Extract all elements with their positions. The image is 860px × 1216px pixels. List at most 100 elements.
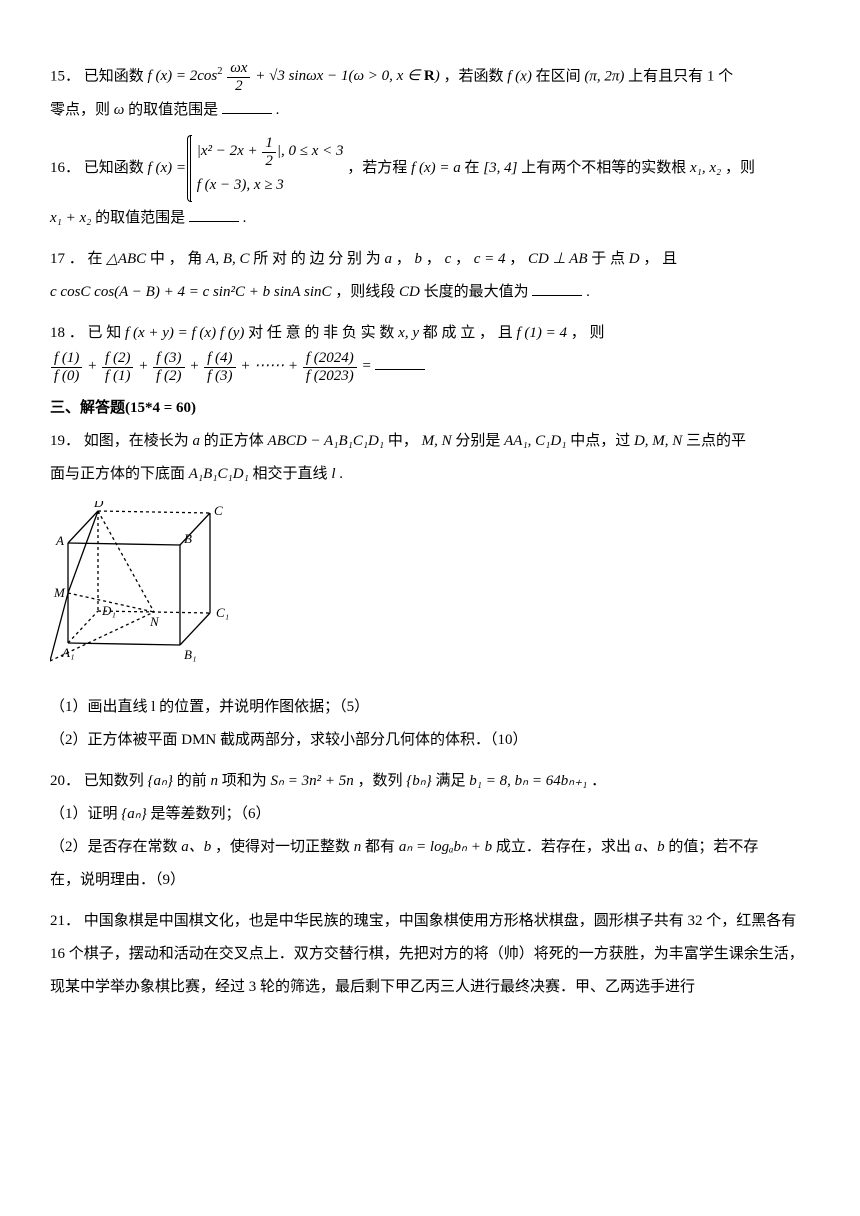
- frac-last: f (2024)f (2023): [303, 350, 357, 384]
- cube-svg: D C A B D₁ C₁ A₁ B₁ M N: [50, 501, 230, 671]
- text: 在: [465, 160, 484, 176]
- svg-text:D₁: D₁: [101, 603, 116, 618]
- answer-blank: [375, 353, 425, 371]
- problem-number: 17 ．: [50, 251, 84, 267]
- text: 已知数列: [84, 773, 148, 789]
- equation: c cosC cos(A − B) + 4 = c sin²C + b sinA…: [50, 284, 332, 300]
- roots: x₁, x₂: [690, 160, 721, 176]
- interval: [3, 4]: [483, 160, 517, 176]
- problem-number: 15．: [50, 68, 80, 84]
- problem-19: 19． 如图，在棱长为 a 的正方体 ABCD − A₁B₁C₁D₁ 中， M,…: [50, 425, 810, 757]
- text: 的取值范围是: [95, 210, 185, 226]
- svg-text:C₁: C₁: [216, 605, 229, 620]
- svg-text:A: A: [55, 533, 64, 548]
- text: 面与正方体的下底面: [50, 466, 189, 482]
- problem-number: 18 ．: [50, 325, 84, 341]
- problem-15: 15． 已知函数 f (x) = 2cos2 ωx 2 + √3 sinωx −…: [50, 60, 810, 127]
- triangle: △ABC: [106, 251, 146, 267]
- text: 分别是: [455, 433, 504, 449]
- answer-blank: [222, 97, 272, 115]
- text: ， 且: [643, 251, 677, 267]
- problem-18: 18 ． 已 知 f (x + y) = f (x) f (y) 对 任 意 的…: [50, 317, 810, 384]
- branch-1: |x² − 2x + 12|, 0 ≤ x < 3: [197, 143, 344, 159]
- text: ， 则: [571, 325, 605, 341]
- text: 上有且只有 1 个: [628, 68, 733, 84]
- sn: Sₙ = 3n² + 5n: [271, 773, 354, 789]
- text: 三点的平: [686, 433, 746, 449]
- frac-2: f (2)f (1): [102, 350, 133, 384]
- text: 中点，过: [570, 433, 630, 449]
- frac-3: f (3)f (2): [153, 350, 184, 384]
- text: ，则线段: [335, 284, 395, 300]
- text: 中，: [388, 433, 418, 449]
- text: 中 ， 角: [150, 251, 206, 267]
- frac-1: f (1)f (0): [51, 350, 82, 384]
- text: 在区间: [536, 68, 585, 84]
- math-fx: f (x) = 2cos2 ωx 2 + √3 sinωx − 1(ω > 0,…: [148, 68, 444, 84]
- period: .: [243, 210, 247, 226]
- text: 满足: [436, 773, 470, 789]
- text: 零点，则: [50, 102, 110, 118]
- period: .: [586, 284, 590, 300]
- angles: A, B, C: [206, 251, 249, 267]
- text: 长度的最大值为: [424, 284, 529, 300]
- cube-diagram: D C A B D₁ C₁ A₁ B₁ M N: [50, 501, 230, 681]
- svg-text:B: B: [184, 531, 192, 546]
- svg-text:M: M: [53, 585, 66, 600]
- bn-eq: b₁ = 8, bₙ = 64bₙ₊₁: [469, 773, 587, 789]
- text: ，则: [725, 160, 755, 176]
- problem-21: 21． 中国象棋是中国棋文化，也是中华民族的瑰宝，中国象棋使用方形格状棋盘，圆形…: [50, 905, 810, 1004]
- svg-text:A₁: A₁: [61, 645, 74, 660]
- text: 已知函数: [84, 160, 148, 176]
- text: 项和为: [222, 773, 271, 789]
- problem-number: 21．: [50, 913, 80, 929]
- svg-text:N: N: [149, 614, 160, 629]
- text: 已 知: [88, 325, 126, 341]
- fraction-omega: ωx 2: [227, 60, 250, 94]
- fxy: f (x + y) = f (x) f (y): [125, 325, 244, 341]
- problem-17: 17 ． 在 △ABC 中 ， 角 A, B, C 所 对 的 边 分 别 为 …: [50, 243, 810, 309]
- answer-blank: [532, 279, 582, 297]
- text: 于 点: [591, 251, 629, 267]
- text: 所 对 的 边 分 别 为: [253, 251, 384, 267]
- text: 上有两个不相等的实数根: [521, 160, 690, 176]
- branch-2: f (x − 3), x ≥ 3: [197, 177, 284, 193]
- piecewise-brace: |x² − 2x + 12|, 0 ≤ x < 3 f (x − 3), x ≥…: [190, 135, 344, 202]
- period: .: [276, 102, 280, 118]
- text: 中国象棋是中国棋文化，也是中华民族的瑰宝，中国象棋使用方形格状棋盘，圆形棋子共有…: [50, 913, 804, 995]
- sub-question-1: （1）画出直线 l 的位置，并说明作图依据；（5）: [50, 691, 810, 724]
- svg-text:B₁: B₁: [184, 647, 196, 662]
- sum: x₁ + x₂: [50, 210, 91, 226]
- text: 的取值范围是: [128, 102, 218, 118]
- sub-question-2: （2）是否存在常数 a、b ，使得对一切正整数 n 都有 aₙ = logₐbₙ…: [50, 831, 810, 897]
- text: ，数列: [358, 773, 407, 789]
- problem-20: 20． 已知数列 {aₙ} 的前 n 项和为 Sₙ = 3n² + 5n ，数列…: [50, 765, 810, 897]
- sub-question-2: （2）正方体被平面 DMN 截成两部分，求较小部分几何体的体积．（10）: [50, 724, 810, 757]
- text: 已知函数: [84, 68, 148, 84]
- math-fx2: f (x): [507, 68, 532, 84]
- problem-number: 19．: [50, 433, 80, 449]
- math-fx: f (x) =: [148, 160, 190, 176]
- text: 都 成 立 ， 且: [423, 325, 517, 341]
- cube-notation: ABCD − A₁B₁C₁D₁: [268, 433, 385, 449]
- answer-blank: [189, 205, 239, 223]
- problem-16: 16． 已知函数 f (x) = |x² − 2x + 12|, 0 ≤ x <…: [50, 135, 810, 235]
- text: 相交于直线: [253, 466, 328, 482]
- eq: f (x) = a: [411, 160, 461, 176]
- sub-question-1: （1）证明 {aₙ} 是等差数列；（6）: [50, 798, 810, 831]
- problem-number: 16．: [50, 160, 80, 176]
- text: ，若函数: [443, 68, 507, 84]
- interval: (π, 2π): [584, 68, 624, 84]
- text: 在: [88, 251, 107, 267]
- section-3-header: 三、解答题(15*4 = 60): [50, 392, 810, 425]
- problem-number: 20．: [50, 773, 80, 789]
- text: 如图，在棱长为: [84, 433, 189, 449]
- text: 的正方体: [204, 433, 268, 449]
- svg-text:C: C: [214, 503, 223, 518]
- fraction-sum: f (1)f (0) + f (2)f (1) + f (3)f (2) + f…: [50, 358, 375, 374]
- svg-text:D: D: [93, 501, 104, 510]
- text: 的前: [177, 773, 207, 789]
- omega: ω: [114, 102, 128, 118]
- text: ，若方程: [347, 160, 411, 176]
- text: 对 任 意 的 非 负 实 数: [248, 325, 398, 341]
